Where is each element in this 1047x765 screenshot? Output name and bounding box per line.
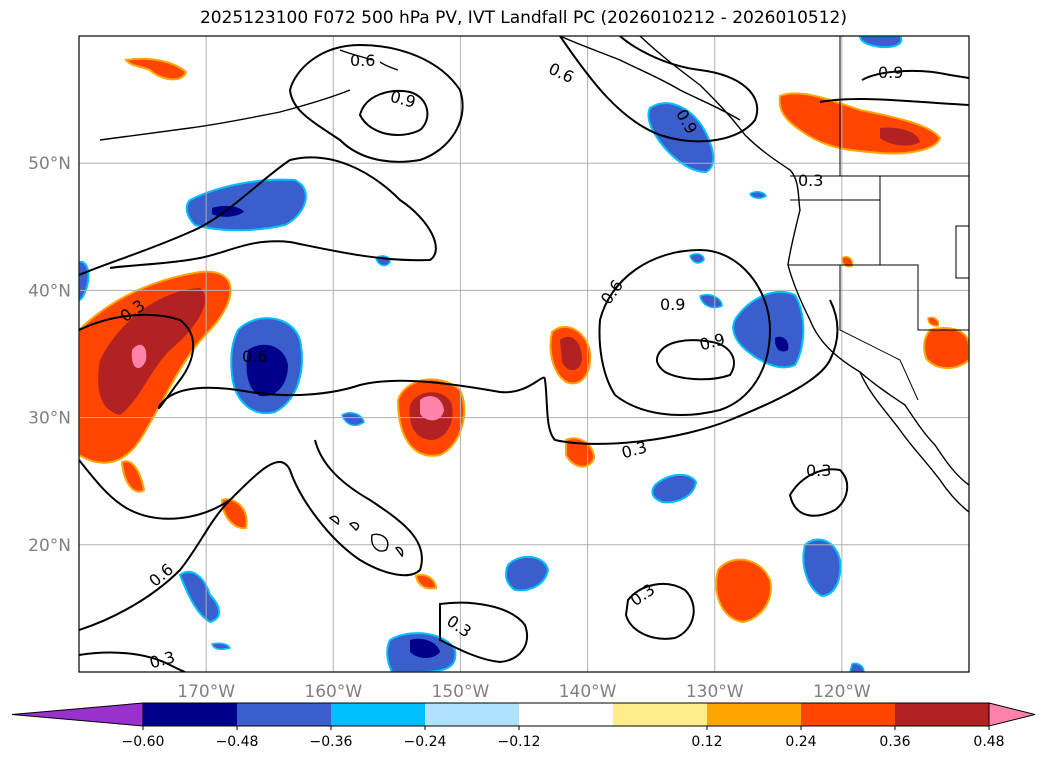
longitude-labels: 170°W 160°W 150°W 140°W 130°W 120°W — [177, 682, 871, 702]
pv-positive-small — [841, 255, 854, 268]
state-border — [788, 264, 969, 331]
pv-negative-core — [774, 336, 789, 352]
pv-negative-core — [410, 638, 440, 658]
pv-positive-core — [560, 336, 582, 371]
coastlines — [99, 36, 969, 558]
pv-positive-small — [124, 57, 188, 81]
contour-line-0.3 — [788, 468, 849, 517]
colorbar-tick-label: 0.24 — [785, 734, 816, 750]
pv-positive-small — [565, 437, 596, 468]
contour-line-0.6 — [559, 36, 758, 143]
contour-line-0.3 — [79, 439, 423, 577]
colorbar-swatch — [613, 703, 708, 726]
pv-positive-region — [923, 327, 969, 369]
colorbar-swatch — [237, 703, 332, 726]
island-chain — [99, 89, 351, 141]
lat-tick-label: 20°N — [28, 536, 71, 556]
contour-label: 0.9 — [878, 63, 903, 82]
contour-label: 0.6 — [242, 347, 267, 366]
map-title: 2025123100 F072 500 hPa PV, IVT Landfall… — [199, 8, 847, 28]
colorbar-swatch — [519, 703, 614, 726]
lon-tick-label: 150°W — [432, 682, 490, 702]
pv-shading — [79, 36, 969, 672]
alaska-coast — [559, 36, 741, 121]
colorbar: −0.60 −0.48 −0.36 −0.24 −0.12 0.12 0.24 0.36 0.4… — [11, 702, 1036, 750]
contour-line-0.3 — [624, 582, 695, 640]
contour-line-0.9 — [655, 339, 735, 381]
contour-line-0.9 — [861, 69, 969, 81]
contour-line-0.3 — [439, 601, 528, 664]
pv-negative-core — [246, 344, 288, 397]
colorbar-extend-low — [11, 702, 144, 727]
colorbar-tick-label: −0.60 — [122, 734, 165, 750]
colorbar-tick-label: −0.36 — [310, 734, 353, 750]
colorbar-tick-label: −0.12 — [498, 734, 541, 750]
latitude-labels: 50°N 40°N 30°N 20°N — [28, 154, 71, 556]
colorbar-swatch — [895, 703, 990, 726]
lon-tick-label: 120°W — [813, 682, 871, 702]
pv-positive-peak — [420, 396, 444, 421]
pv-negative-small — [211, 642, 232, 650]
map-frame — [78, 35, 970, 673]
pv-negative-small — [749, 191, 767, 199]
state-border — [839, 265, 919, 401]
contour-label: 0.6 — [350, 51, 375, 70]
pv-negative-small — [699, 294, 723, 309]
north-america-coast — [859, 371, 969, 513]
lon-tick-label: 170°W — [177, 682, 235, 702]
contour-label: 0.3 — [798, 171, 823, 190]
colorbar-swatch — [801, 703, 896, 726]
pv-negative-region — [651, 473, 698, 504]
lat-tick-label: 50°N — [28, 154, 71, 174]
contour-line-0.6 — [79, 156, 437, 276]
colorbar-tick-label: −0.24 — [404, 734, 447, 750]
state-border — [955, 225, 969, 279]
pv-positive-small — [120, 460, 146, 493]
contour-line-0.6 — [288, 43, 464, 163]
contour-line-0.3 — [79, 651, 186, 672]
pv-negative-small — [849, 662, 865, 672]
contour-label: 0.3 — [806, 461, 831, 480]
pv-positive-core — [880, 127, 920, 146]
colorbar-swatch — [425, 703, 520, 726]
pv-negative-region — [802, 538, 842, 598]
probability-contours — [79, 36, 969, 672]
pv-positive-small — [414, 574, 438, 590]
pv-positive-peak — [131, 344, 147, 369]
pv-negative-region — [178, 570, 220, 624]
colorbar-outline — [143, 702, 989, 727]
pv-positive-small — [220, 498, 248, 530]
contour-line-0.9 — [358, 89, 429, 136]
pv-negative-small — [689, 253, 705, 264]
pv-positive-small — [927, 316, 940, 327]
colorbar-swatch — [143, 703, 238, 726]
hawaii-islands — [328, 515, 404, 558]
lon-tick-label: 140°W — [559, 682, 617, 702]
pv-negative-region — [858, 36, 903, 49]
lat-tick-label: 30°N — [28, 409, 71, 429]
contour-line-0.6 — [79, 499, 231, 631]
pv-negative-region — [505, 555, 550, 592]
contour-label: 0.9 — [660, 295, 685, 314]
colorbar-extend-high — [988, 702, 1036, 727]
gridlines — [79, 36, 969, 672]
lat-tick-label: 40°N — [28, 281, 71, 301]
pv-positive-region — [715, 558, 772, 624]
lon-tick-label: 130°W — [686, 682, 744, 702]
pv-negative-small — [341, 412, 365, 427]
colorbar-tick-label: 0.36 — [879, 734, 910, 750]
colorbar-tick-label: 0.12 — [691, 734, 722, 750]
colorbar-swatch — [331, 703, 426, 726]
lon-tick-label: 160°W — [304, 682, 362, 702]
contour-line-0.6 — [598, 248, 772, 416]
contour-line-0.9 — [819, 97, 969, 106]
colorbar-tick-label: 0.48 — [973, 734, 1004, 750]
colorbar-swatch — [707, 703, 802, 726]
colorbar-tick-label: −0.48 — [216, 734, 259, 750]
contour-line-0.3 — [79, 299, 839, 445]
aleutian-islands — [339, 49, 399, 71]
